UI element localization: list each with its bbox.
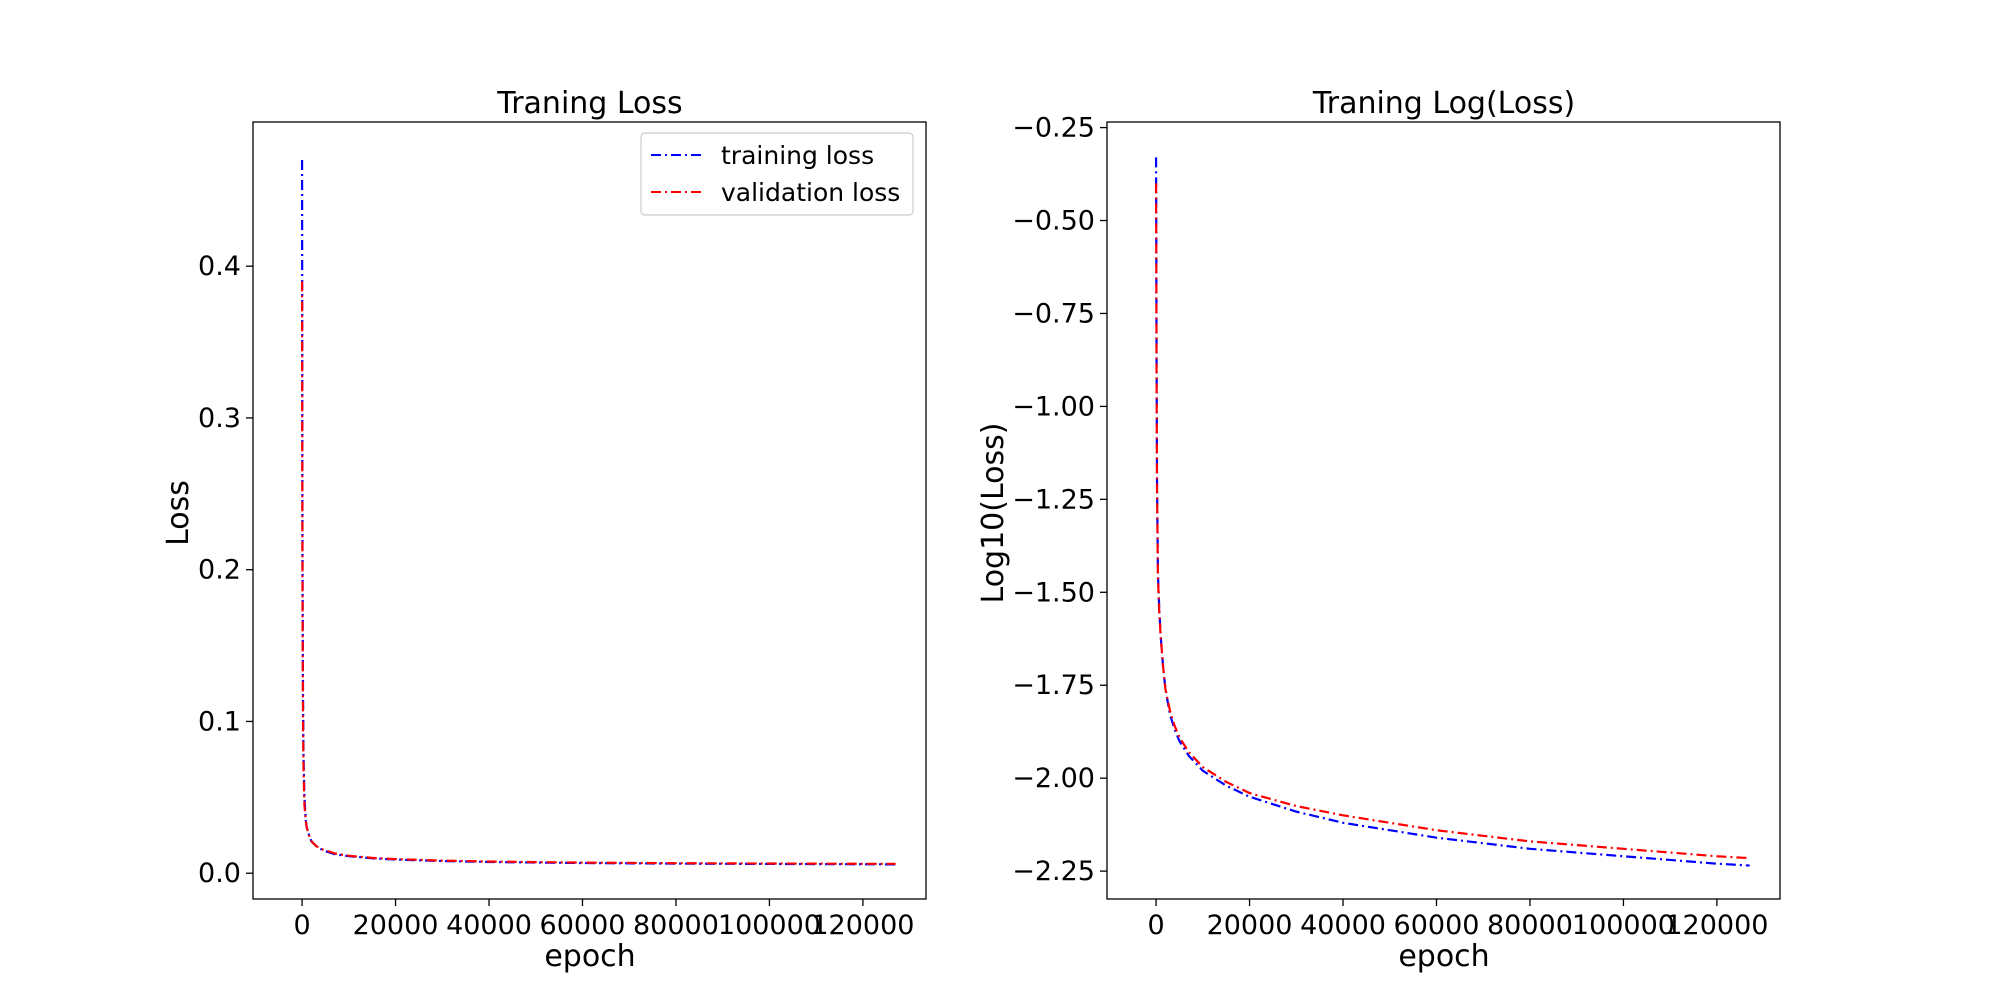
y-tick-label: −2.00 <box>1012 763 1095 794</box>
y-tick-label: −1.25 <box>1012 484 1095 515</box>
x-tick-label: 60000 <box>1394 910 1480 941</box>
series-line-training-loss <box>300 159 896 866</box>
legend-box <box>640 132 914 216</box>
legend-label-validation: validation loss <box>721 178 900 207</box>
y-tick-label: −1.00 <box>1012 391 1095 422</box>
x-tick-label: 40000 <box>1300 910 1386 941</box>
y-axis-label: Loss <box>161 480 196 546</box>
x-tick-label: 40000 <box>446 910 532 941</box>
x-axis-label: epoch <box>544 939 635 974</box>
series-line-validation-loss <box>300 281 896 865</box>
axes-frame <box>252 121 927 900</box>
chart-title: Traning Log(Loss) <box>1312 86 1575 121</box>
y-tick-label: −1.75 <box>1012 670 1095 701</box>
y-tick-label: 0.4 <box>198 251 241 282</box>
y-tick-label: −0.25 <box>1012 113 1095 144</box>
x-tick-label: 80000 <box>1487 910 1573 941</box>
legend: training loss validation loss <box>640 132 914 216</box>
y-tick-label: −2.25 <box>1012 856 1095 887</box>
log-loss-chart: Traning Log(Loss) 0 20000 40000 60000 800001… <box>976 86 1781 974</box>
x-tick-label: 100000 <box>1572 910 1675 941</box>
y-tick-label: −0.75 <box>1012 298 1095 329</box>
x-tick-label: 20000 <box>353 910 439 941</box>
y-tick-label: 0.3 <box>198 403 241 434</box>
y-tick-label: 0.1 <box>198 706 241 737</box>
x-tick-label: 20000 <box>1207 910 1293 941</box>
y-tick-label: 0.2 <box>198 555 241 586</box>
x-tick-label: 120000 <box>1665 910 1768 941</box>
loss-chart: Traning Loss 0 20000 40000 60000 80000100000… <box>161 86 927 974</box>
x-tick-label: 60000 <box>540 910 626 941</box>
x-tick-label: 100000 <box>718 910 821 941</box>
series-line-validation-loss <box>1154 183 1750 860</box>
y-tick-label: −0.50 <box>1012 206 1095 237</box>
series-line-training-loss <box>1154 157 1750 867</box>
legend-label-training: training loss <box>721 141 874 170</box>
y-tick-label: 0.0 <box>198 858 241 889</box>
axes-frame <box>1106 121 1781 900</box>
chart-title: Traning Loss <box>496 86 682 121</box>
x-tick-label: 0 <box>1147 910 1164 941</box>
x-tick-label: 120000 <box>811 910 914 941</box>
x-tick-label: 0 <box>293 910 310 941</box>
y-tick-label: −1.50 <box>1012 577 1095 608</box>
y-axis-label: Log10(Loss) <box>976 423 1011 604</box>
x-tick-label: 80000 <box>633 910 719 941</box>
x-axis-label: epoch <box>1398 939 1489 974</box>
